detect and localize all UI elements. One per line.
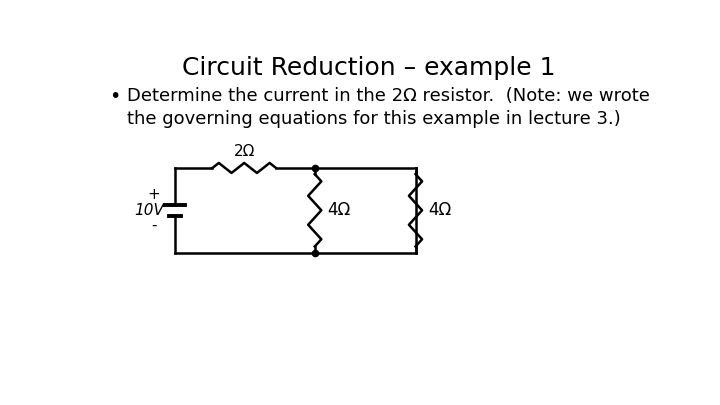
Text: •: • — [109, 87, 121, 106]
Text: 10V: 10V — [135, 203, 165, 218]
Text: 4Ω: 4Ω — [327, 201, 351, 219]
Text: -: - — [150, 218, 156, 233]
Text: Determine the current in the 2Ω resistor.  (Note: we wrote: Determine the current in the 2Ω resistor… — [127, 87, 650, 105]
Text: 4Ω: 4Ω — [428, 201, 451, 219]
Text: Circuit Reduction – example 1: Circuit Reduction – example 1 — [182, 56, 556, 80]
Text: the governing equations for this example in lecture 3.): the governing equations for this example… — [127, 110, 621, 128]
Text: 2Ω: 2Ω — [233, 144, 255, 159]
Text: +: + — [147, 188, 160, 202]
